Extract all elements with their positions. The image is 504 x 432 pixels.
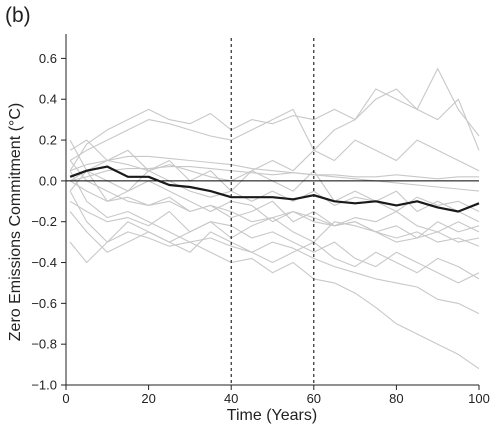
y-tick-label-2: 0.2 — [39, 133, 57, 148]
ensemble-member-line-4 — [69, 166, 479, 182]
reference-lines — [66, 38, 479, 385]
y-tick-label-4: −0.2 — [31, 214, 57, 229]
x-axis-title: Time (Years) — [227, 407, 317, 424]
x-tick-label-20: 20 — [141, 391, 155, 406]
y-tick-label-8: −1.0 — [31, 378, 57, 393]
y-tick-label-5: −0.4 — [31, 255, 57, 270]
ensemble-member-line-6 — [69, 170, 480, 315]
x-tick-label-100: 100 — [468, 391, 490, 406]
ensemble-member-line-10 — [69, 160, 480, 233]
ensemble-mean — [69, 165, 480, 213]
ensemble-member-line-7 — [69, 221, 480, 284]
ensemble-member-line-13 — [69, 211, 480, 280]
y-tick-label-0: 0.6 — [39, 51, 57, 66]
ensemble-member-line-14 — [69, 180, 480, 243]
y-tick-label-7: −0.8 — [31, 337, 57, 352]
ensemble-members — [69, 68, 480, 370]
y-tick-label-3: 0.0 — [39, 173, 57, 188]
axes: 0 20 40 60 80 100 0.6 0.4 0.2 0.0 −0.2 −0.4 −0.6 −0.8… — [31, 34, 490, 406]
ensemble-member-line-5 — [69, 190, 480, 370]
x-tick-label-80: 80 — [389, 391, 403, 406]
x-tick-label-40: 40 — [224, 391, 238, 406]
x-tick-label-0: 0 — [62, 391, 69, 406]
ensemble-member-line-15 — [69, 139, 480, 182]
y-axis-title: Zero Emissions Commitment (°C) — [7, 103, 24, 341]
panel-label: (b) — [5, 4, 31, 27]
ensemble-mean-line — [69, 165, 480, 213]
x-tick-label-60: 60 — [307, 391, 321, 406]
ensemble-member-line-1 — [69, 68, 480, 171]
y-tick-label-1: 0.4 — [39, 92, 57, 107]
ensemble-member-line-2 — [69, 88, 480, 161]
y-tick-label-6: −0.6 — [31, 296, 57, 311]
ensemble-member-line-9 — [69, 200, 480, 243]
